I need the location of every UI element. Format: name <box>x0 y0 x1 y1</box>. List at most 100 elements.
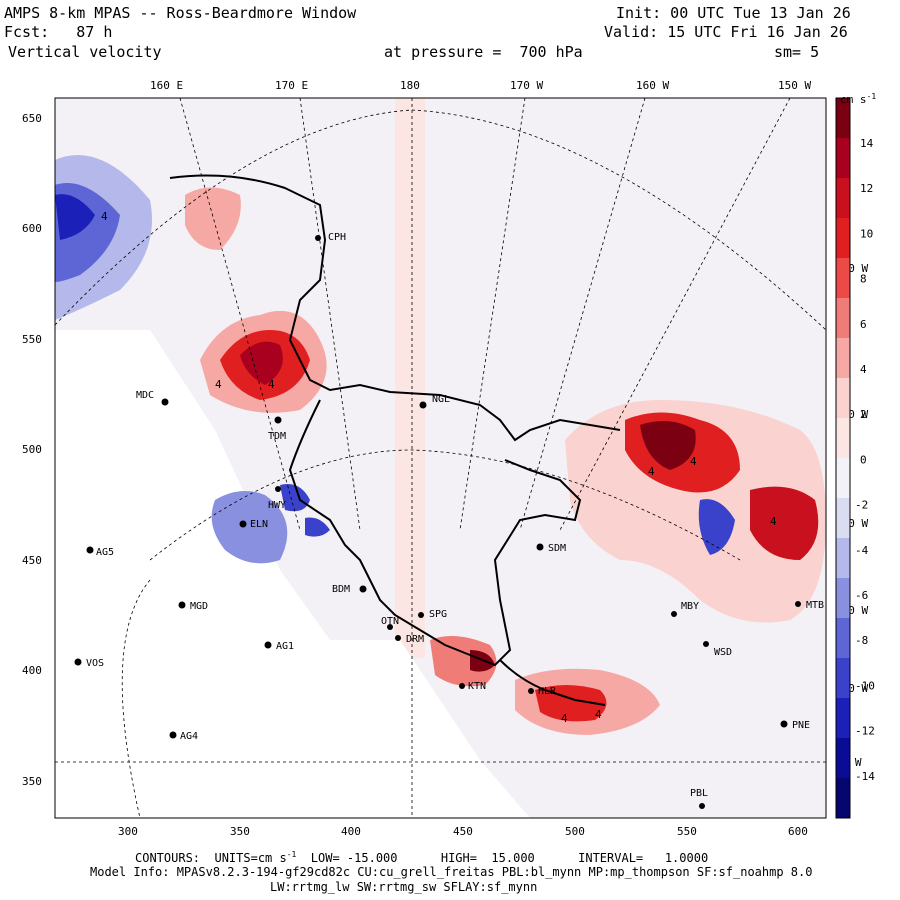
coastline <box>169 174 621 706</box>
station-marker[interactable] <box>275 486 281 492</box>
colorbar-tick-label: -8 <box>855 634 868 647</box>
colorbar-tick-label: 0 <box>860 453 867 466</box>
blue-core-east <box>698 499 735 555</box>
station-marker[interactable] <box>274 416 282 424</box>
x-axis: 300 350 400 450 500 550 600 <box>118 825 808 838</box>
station-marker[interactable] <box>264 641 272 649</box>
graticule <box>55 98 826 818</box>
station-label: MTB <box>806 600 824 611</box>
station-marker[interactable] <box>359 585 367 593</box>
station-label: CPH <box>328 232 346 243</box>
y-tick-label: 450 <box>22 554 42 567</box>
model-title: AMPS 8-km MPAS -- Ross-Beardmore Window <box>4 4 357 22</box>
colorbar-swatch <box>836 738 850 779</box>
contour-label: 4 <box>268 378 275 391</box>
colorbar-swatch <box>836 458 850 499</box>
station-label: SDM <box>548 543 566 554</box>
station-marker[interactable] <box>178 601 186 609</box>
lon-label: 160 W <box>636 79 669 92</box>
lon-label: 150 W <box>778 79 811 92</box>
x-tick-label: 450 <box>453 825 473 838</box>
colorbar-swatch <box>836 258 850 299</box>
colorbar-tick-label: 4 <box>860 363 867 376</box>
forecast-label-text: Fcst: <box>4 23 50 41</box>
station-marker[interactable] <box>169 731 177 739</box>
y-tick-label: 650 <box>22 112 42 125</box>
station-marker[interactable] <box>74 658 82 666</box>
station-marker[interactable] <box>795 601 801 607</box>
colorbar-swatch <box>836 138 850 179</box>
x-tick-label: 500 <box>565 825 585 838</box>
station-label: AG5 <box>96 547 114 558</box>
station-marker[interactable] <box>418 612 424 618</box>
station-marker[interactable] <box>86 546 94 554</box>
colorbar-tick-label: 10 <box>860 227 873 240</box>
stations: CPH MDC TDM NGL HWY ELN AG5 SDM BDM MGD … <box>74 232 824 809</box>
forecast-hours: 87 h <box>76 23 113 41</box>
colorbar-tick-label: 6 <box>860 318 867 331</box>
meridian-170w <box>459 98 526 531</box>
station-label: NGL <box>432 394 450 405</box>
station-label: PBL <box>690 788 708 799</box>
station-marker[interactable] <box>459 683 465 689</box>
station-marker[interactable] <box>703 641 709 647</box>
station-marker[interactable] <box>780 720 788 728</box>
pressure-level: at pressure = 700 hPa <box>384 43 583 61</box>
plot-frame <box>54 97 827 819</box>
station-marker[interactable] <box>395 635 401 641</box>
colorbar-swatch <box>836 338 850 379</box>
station-marker[interactable] <box>315 235 321 241</box>
x-tick-label: 300 <box>118 825 138 838</box>
y-tick-label: 350 <box>22 775 42 788</box>
colorbar <box>835 97 851 819</box>
station-label: KTN <box>468 681 486 692</box>
colorbar-swatch <box>836 178 850 219</box>
colorbar-tick-label: 2 <box>860 408 867 421</box>
blue-core-hwy <box>280 484 310 512</box>
x-tick-label: 400 <box>341 825 361 838</box>
colorbar-tick-label: -12 <box>855 725 875 738</box>
station-label: HWY <box>268 500 286 511</box>
contours-rest: LOW= -15.000 HIGH= 15.000 INTERVAL= 1.00… <box>296 851 709 865</box>
station-marker[interactable] <box>671 611 677 617</box>
smoothing-value: sm= 5 <box>774 43 820 61</box>
colorbar-swatch <box>836 658 850 699</box>
colorbar-tick-label: 12 <box>860 182 873 195</box>
station-marker[interactable] <box>161 398 169 406</box>
coast-segment-shelf <box>288 399 582 667</box>
faint-band <box>395 98 425 658</box>
contours-info: CONTOURS: UNITS=cm s-1 LOW= -15.000 HIGH… <box>135 850 708 865</box>
colorbar-swatch <box>836 298 850 339</box>
y-tick-label: 600 <box>22 222 42 235</box>
station-label: SPG <box>429 609 447 620</box>
colorbar-swatch <box>836 218 850 259</box>
station-marker[interactable] <box>419 401 427 409</box>
red-patch-cph <box>185 187 241 250</box>
colorbar-labels: 14 12 10 8 6 4 2 0 -2 -4 -6 -8 -10 -12 -14 <box>855 137 875 783</box>
colorbar-swatch <box>836 578 850 619</box>
meridian-170e <box>299 98 361 531</box>
colorbar-swatch <box>836 538 850 579</box>
station-marker[interactable] <box>239 520 247 528</box>
colorbar-tick-label: -10 <box>855 679 875 692</box>
colorbar-swatch <box>836 378 850 419</box>
latitude-circle-inner <box>149 449 741 561</box>
blue-patch-eln <box>211 491 288 564</box>
contour-label: 4 <box>561 712 568 725</box>
station-label: AG1 <box>276 641 294 652</box>
y-tick-label: 400 <box>22 664 42 677</box>
colorbar-frame <box>835 97 851 819</box>
station-label: HLR <box>538 686 557 697</box>
station-label: MGD <box>190 601 208 612</box>
station-label: TDM <box>268 431 286 442</box>
colorbar-swatch <box>836 98 850 139</box>
station-marker[interactable] <box>536 543 544 551</box>
station-marker[interactable] <box>528 688 534 694</box>
station-marker[interactable] <box>699 803 705 809</box>
coast-segment-south <box>499 659 606 706</box>
colorbar-swatch <box>836 618 850 659</box>
x-tick-label: 350 <box>230 825 250 838</box>
contour-label: 4 <box>770 515 777 528</box>
x-tick-label: 600 <box>788 825 808 838</box>
station-marker[interactable] <box>387 624 393 630</box>
